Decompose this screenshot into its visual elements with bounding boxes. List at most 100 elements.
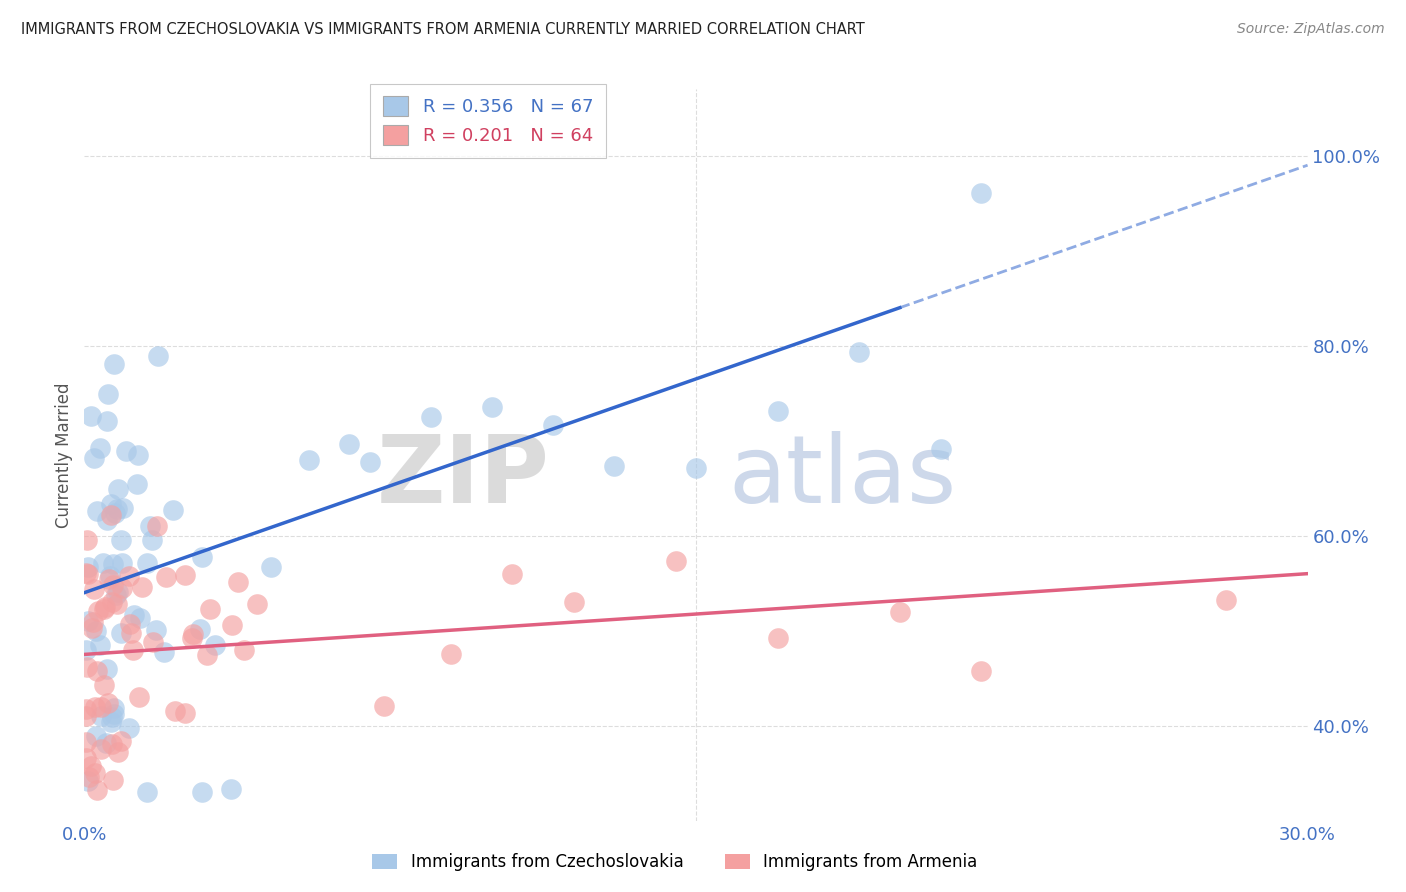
Point <box>103 772 125 787</box>
Point <box>195 648 218 662</box>
Point <box>122 608 145 623</box>
Point <box>105 502 128 516</box>
Point <box>120 626 142 640</box>
Point <box>97 696 120 710</box>
Point <box>75 750 97 764</box>
Legend: Immigrants from Czechoslovakia, Immigrants from Armenia: Immigrants from Czechoslovakia, Immigran… <box>364 845 986 880</box>
Point <box>929 442 952 457</box>
Point <box>219 781 242 796</box>
Point <box>96 414 118 428</box>
Point <box>685 460 707 475</box>
Point <box>77 559 100 574</box>
Point <box>90 700 112 714</box>
Point <box>298 452 321 467</box>
Point <box>163 704 186 718</box>
Point <box>100 715 122 730</box>
Text: IMMIGRANTS FROM CZECHOSLOVAKIA VS IMMIGRANTS FROM ARMENIA CURRENTLY MARRIED CORR: IMMIGRANTS FROM CZECHOSLOVAKIA VS IMMIGR… <box>21 22 865 37</box>
Point <box>162 502 184 516</box>
Legend: R = 0.356   N = 67, R = 0.201   N = 64: R = 0.356 N = 67, R = 0.201 N = 64 <box>370 84 606 158</box>
Point <box>153 645 176 659</box>
Point <box>75 701 97 715</box>
Point <box>76 533 98 548</box>
Point <box>104 506 127 520</box>
Point <box>204 638 226 652</box>
Point <box>84 700 107 714</box>
Point <box>440 647 463 661</box>
Point <box>111 582 134 596</box>
Point <box>562 595 585 609</box>
Point <box>93 599 115 614</box>
Point <box>100 569 122 583</box>
Point <box>359 454 381 468</box>
Point <box>118 617 141 632</box>
Point <box>502 566 524 581</box>
Point <box>112 500 135 515</box>
Point <box>77 566 100 581</box>
Point <box>103 357 125 371</box>
Point <box>100 710 122 724</box>
Point <box>105 588 128 602</box>
Point <box>970 186 993 200</box>
Point <box>93 678 115 692</box>
Point <box>89 638 111 652</box>
Point <box>188 622 211 636</box>
Point <box>181 631 204 645</box>
Point <box>246 597 269 611</box>
Point <box>146 519 169 533</box>
Point <box>98 572 121 586</box>
Point <box>135 785 157 799</box>
Text: Source: ZipAtlas.com: Source: ZipAtlas.com <box>1237 22 1385 37</box>
Point <box>127 448 149 462</box>
Point <box>107 482 129 496</box>
Point <box>766 404 789 418</box>
Point <box>103 707 125 722</box>
Point <box>111 557 134 571</box>
Point <box>136 556 159 570</box>
Point <box>82 621 104 635</box>
Point <box>83 582 105 596</box>
Point <box>481 400 503 414</box>
Point <box>420 409 443 424</box>
Point <box>91 556 114 570</box>
Point <box>100 497 122 511</box>
Point <box>86 504 108 518</box>
Point <box>128 690 150 705</box>
Point <box>139 519 162 533</box>
Point <box>174 706 197 720</box>
Point <box>101 578 124 592</box>
Point <box>90 708 112 723</box>
Point <box>174 568 197 582</box>
Point <box>141 533 163 547</box>
Point <box>97 387 120 401</box>
Point <box>93 602 115 616</box>
Point <box>122 643 145 657</box>
Point <box>76 614 98 628</box>
Point <box>83 450 105 465</box>
Point <box>181 627 204 641</box>
Point <box>84 624 107 639</box>
Point <box>80 759 103 773</box>
Point <box>339 437 361 451</box>
Point <box>94 736 117 750</box>
Point <box>190 785 212 799</box>
Point <box>1215 593 1237 607</box>
Point <box>226 574 249 589</box>
Point <box>86 664 108 678</box>
Point <box>101 595 124 609</box>
Point <box>125 476 148 491</box>
Point <box>84 766 107 780</box>
Point <box>129 611 152 625</box>
Point <box>107 745 129 759</box>
Point <box>603 459 626 474</box>
Point <box>100 508 122 523</box>
Point <box>110 533 132 547</box>
Point <box>200 602 222 616</box>
Point <box>115 444 138 458</box>
Point <box>84 730 107 744</box>
Point <box>87 604 110 618</box>
Point <box>75 566 97 581</box>
Text: ZIP: ZIP <box>377 431 550 523</box>
Point <box>77 770 100 784</box>
Point <box>970 664 993 678</box>
Point <box>260 559 283 574</box>
